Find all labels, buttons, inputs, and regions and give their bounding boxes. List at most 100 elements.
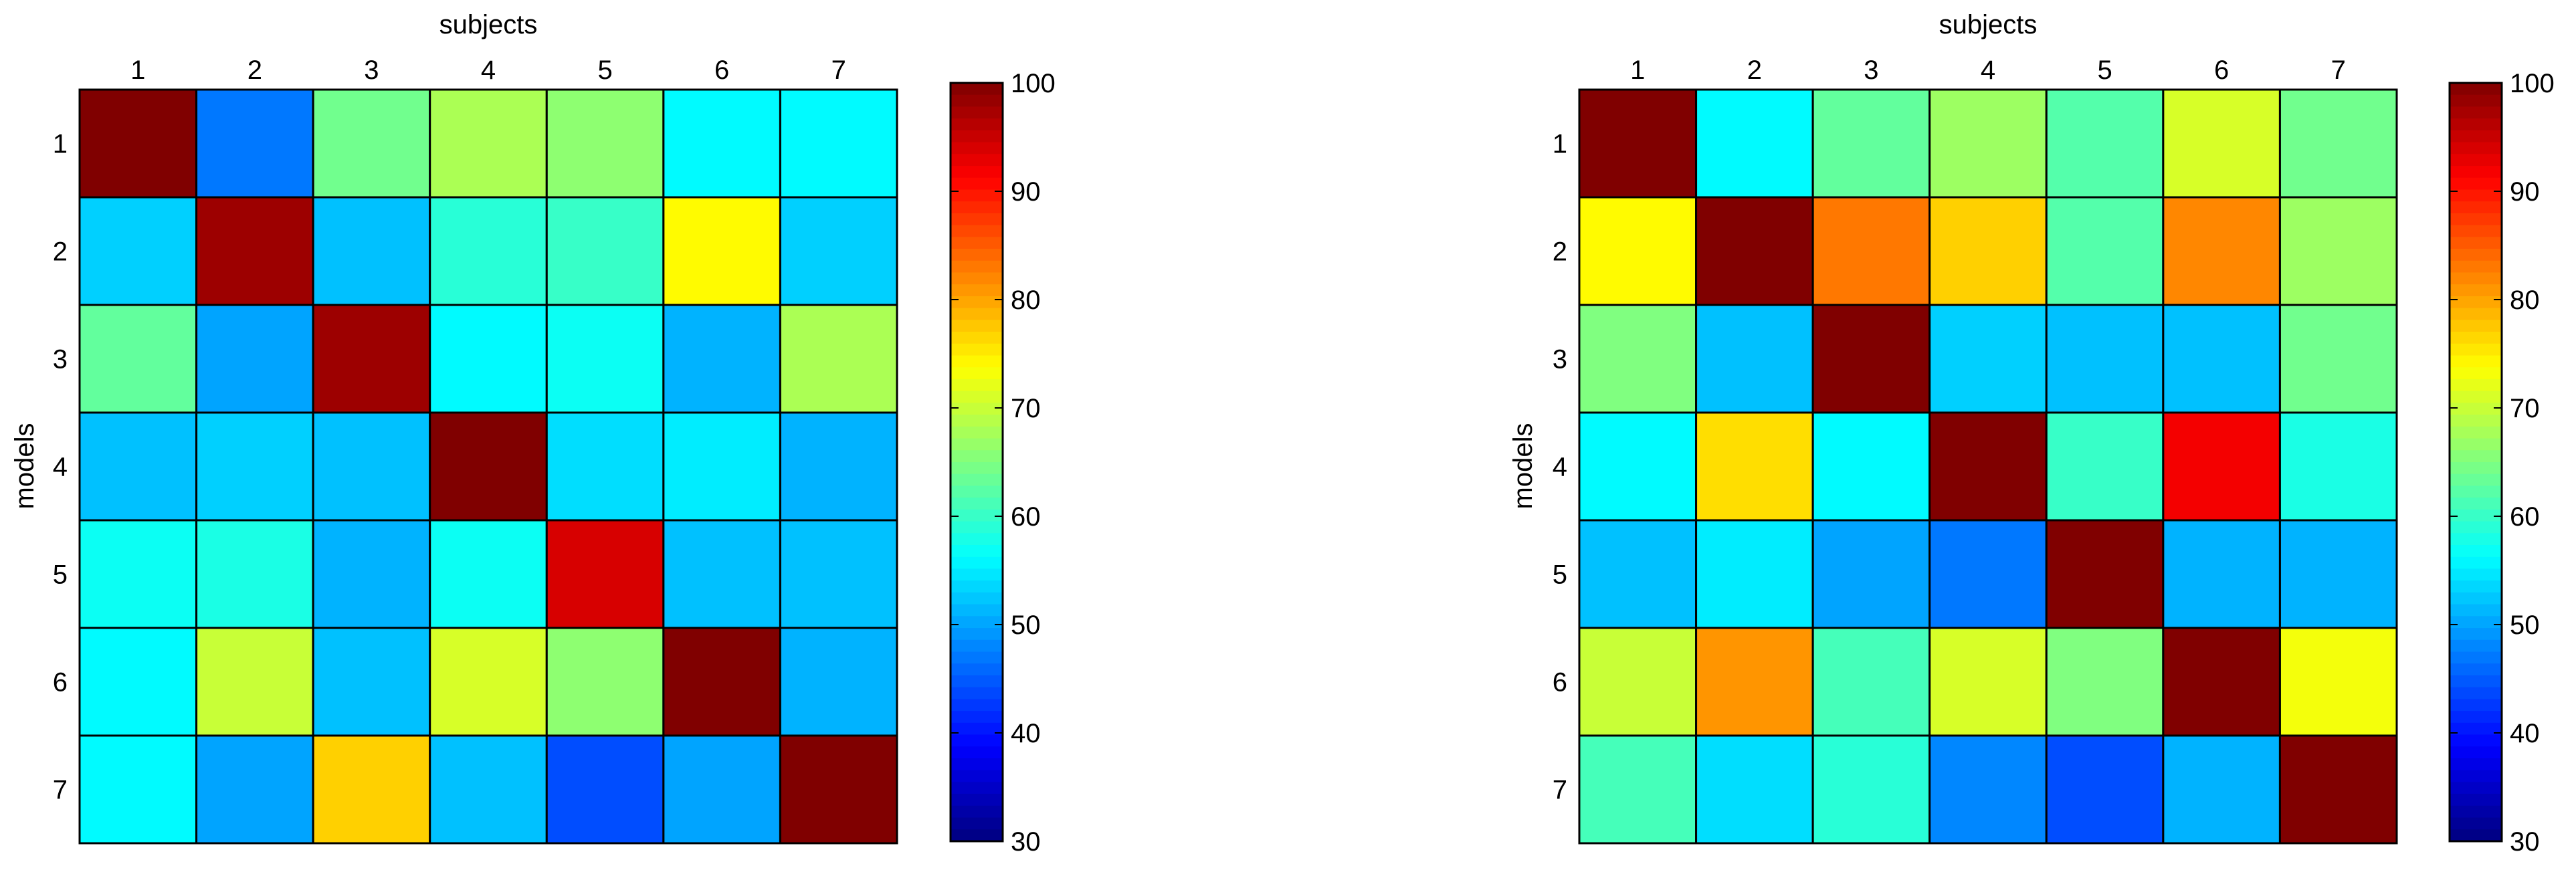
colorbar-band (2450, 272, 2502, 285)
colorbar-band (951, 498, 1003, 510)
heatmap-cell (2162, 196, 2281, 306)
heatmap-cell (1578, 304, 1698, 414)
heatmap-cell (429, 519, 548, 629)
colorbar-band (2450, 154, 2502, 167)
y-tick-label: 4 (1553, 453, 1567, 482)
colorbar-band (2450, 213, 2502, 226)
heatmap-cell (312, 411, 431, 522)
colorbar-strip-left (951, 83, 1003, 842)
colorbar-strip-right (2450, 83, 2502, 842)
heatmap-cell (2045, 196, 2165, 306)
y-axis-label-right: models (1508, 423, 1538, 510)
colorbar-band (951, 592, 1003, 605)
colorbar-band (2450, 805, 2502, 818)
x-tick-label: 2 (247, 56, 262, 85)
colorbar-band (2450, 355, 2502, 368)
colorbar-band (951, 237, 1003, 249)
heatmap-cells-right (1578, 88, 2398, 845)
colorbar-band (2450, 260, 2502, 274)
heatmap-cell (429, 196, 548, 306)
heatmap-cell (2045, 411, 2165, 522)
colorbar-band (2450, 296, 2502, 309)
colorbar-band (951, 142, 1003, 154)
colorbar-band (2450, 225, 2502, 237)
colorbar-band (2450, 308, 2502, 320)
colorbar-band (2450, 83, 2502, 96)
heatmap-cell (2278, 627, 2398, 737)
heatmap-cell (545, 88, 665, 199)
colorbar-band (2450, 201, 2502, 214)
colorbar-band (951, 722, 1003, 736)
colorbar-band (951, 628, 1003, 641)
heatmap-cell (1578, 88, 1698, 199)
heatmap-cell (312, 734, 431, 845)
colorbar-left: 30 40 50 60 70 80 90 100 (949, 69, 1056, 857)
heatmap-cell (1578, 627, 1698, 737)
colorbar-band (951, 296, 1003, 309)
heatmap-cell (545, 196, 665, 306)
heatmap-cell (662, 519, 781, 629)
heatmap-cell (1811, 88, 1931, 199)
heatmap-cell (78, 519, 198, 629)
colorbar-band (951, 189, 1003, 202)
colorbar-band (2450, 639, 2502, 653)
colorbar-band (951, 177, 1003, 191)
colorbar-band (2450, 94, 2502, 108)
x-tick-label: 7 (2331, 56, 2346, 85)
heatmap-cell (1695, 196, 1814, 306)
colorbar-band (2450, 391, 2502, 404)
plot-frame-left (78, 88, 898, 845)
colorbar-band (2450, 521, 2502, 534)
heatmap-cell (545, 627, 665, 737)
colorbar-band (2450, 498, 2502, 510)
x-tick-label: 5 (597, 56, 612, 85)
colorbar-band (951, 201, 1003, 214)
y-tick-label: 1 (53, 130, 68, 159)
heatmap-cell (429, 734, 548, 845)
colorbar-tick-label: 100 (2510, 69, 2555, 98)
heatmap-cell (779, 304, 898, 414)
colorbar-tick-labels-right: 30 40 50 60 70 80 90 100 (2450, 69, 2555, 857)
colorbar-band (951, 106, 1003, 119)
colorbar-band (2450, 378, 2502, 392)
y-tick-label: 2 (53, 237, 68, 267)
heatmap-cell (195, 519, 314, 629)
colorbar-band (2450, 782, 2502, 794)
colorbar-band (951, 509, 1003, 522)
colorbar-band (2450, 426, 2502, 439)
heatmap-cell (1578, 734, 1698, 845)
colorbar-band (2450, 651, 2502, 664)
heatmap-cell (779, 519, 898, 629)
x-tick-label: 2 (1747, 56, 1762, 85)
colorbar-tick-label: 60 (1011, 502, 1041, 532)
colorbar-band (2450, 711, 2502, 724)
x-tick-labels-right: 1 2 3 4 5 6 7 (1630, 56, 2346, 85)
colorbar-band (951, 130, 1003, 143)
heatmap-cell (2278, 411, 2398, 522)
colorbar-band (951, 556, 1003, 570)
colorbar-band (2450, 473, 2502, 487)
colorbar-band (951, 711, 1003, 724)
colorbar-band (951, 415, 1003, 427)
colorbar-right: 30 40 50 60 70 80 90 100 (2448, 69, 2555, 857)
colorbar-band (951, 391, 1003, 404)
heatmap-cell (195, 196, 314, 306)
colorbar-band (951, 118, 1003, 131)
colorbar-band (951, 805, 1003, 818)
y-tick-label: 3 (53, 345, 68, 374)
colorbar-band (2450, 189, 2502, 202)
y-tick-label: 3 (1553, 345, 1567, 374)
x-tick-label: 5 (2097, 56, 2112, 85)
colorbar-band (951, 450, 1003, 463)
colorbar-tick-label: 90 (2510, 177, 2540, 207)
colorbar-band (951, 604, 1003, 617)
colorbar-band (2450, 592, 2502, 605)
heatmap-cell (662, 734, 781, 845)
colorbar-band (951, 166, 1003, 179)
heatmap-cell (429, 411, 548, 522)
colorbar-band (951, 675, 1003, 688)
heatmap-cell (1695, 734, 1814, 845)
heatmap-cell (779, 411, 898, 522)
colorbar-band (2450, 687, 2502, 699)
heatmap-cell (1695, 519, 1814, 629)
